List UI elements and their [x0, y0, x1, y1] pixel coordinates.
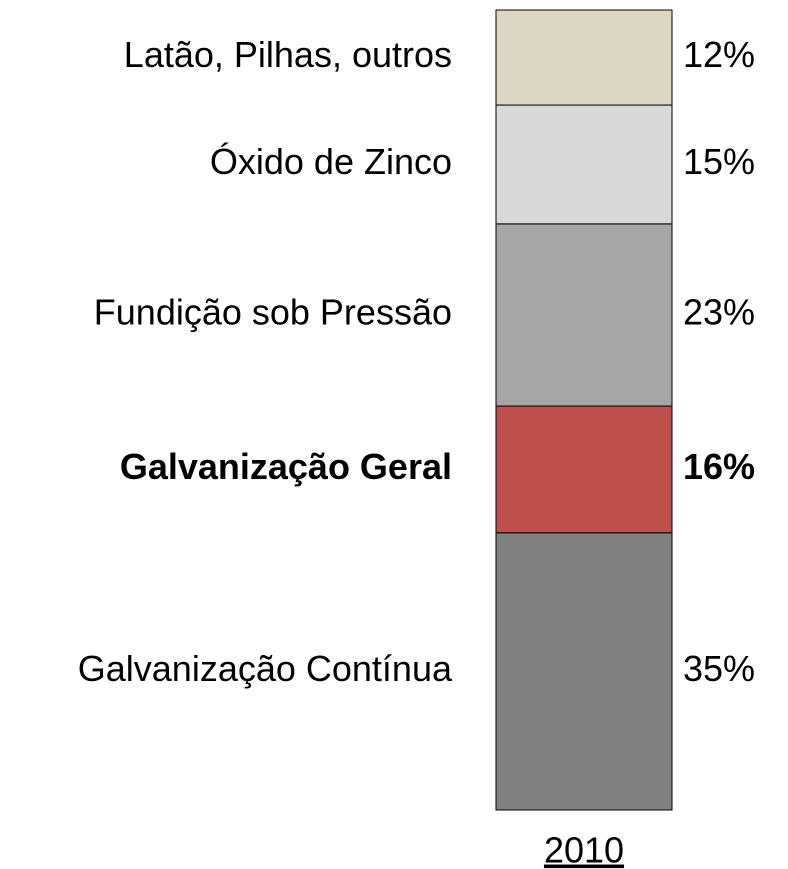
- bar-segment: [495, 9, 673, 106]
- segment-name: Óxido de Zinco: [210, 141, 452, 182]
- bar-segment: [495, 405, 673, 534]
- value-label: 15%: [683, 141, 755, 182]
- value-label: 12%: [683, 34, 755, 75]
- segment-name: Latão, Pilhas, outros: [124, 34, 452, 75]
- segment-name: Galvanização Contínua: [78, 648, 453, 689]
- x-tick-label: 2010: [544, 830, 624, 869]
- bar-segment: [495, 532, 673, 811]
- value-label: 16%: [683, 446, 755, 487]
- segment-name: Galvanização Geral: [120, 446, 452, 487]
- bar-segment: [495, 104, 673, 225]
- value-label: 23%: [683, 291, 755, 332]
- value-label: 35%: [683, 648, 755, 689]
- bar-segment: [495, 223, 673, 407]
- segment-name: Fundição sob Pressão: [94, 291, 452, 332]
